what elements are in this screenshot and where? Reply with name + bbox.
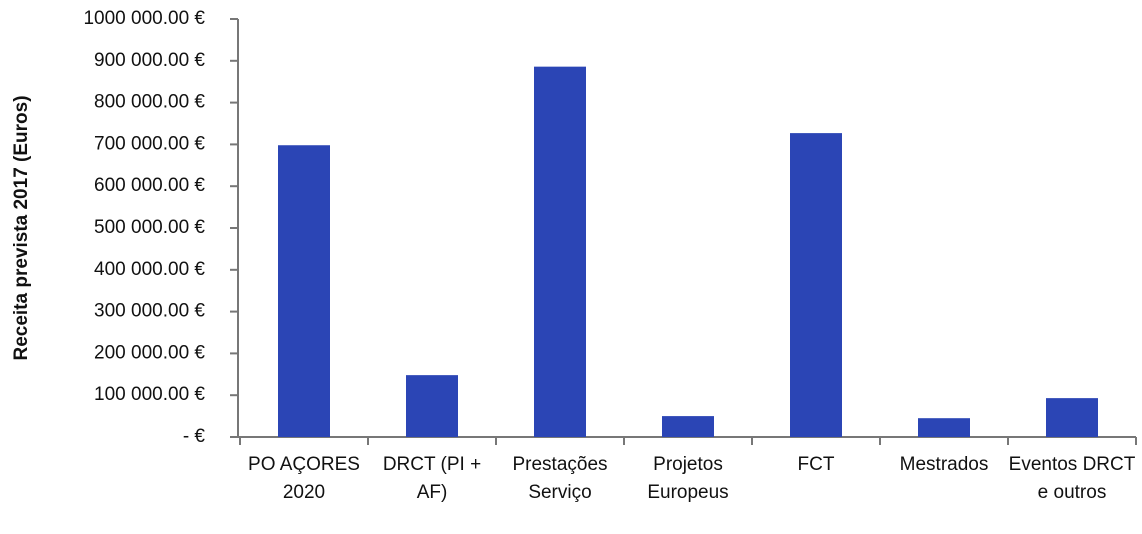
y-tick-label: 300 000.00 € [94, 301, 205, 322]
bar [1046, 398, 1098, 437]
y-tick-label: 800 000.00 € [94, 92, 205, 113]
x-tick-label: Mestrados [899, 454, 989, 475]
x-tick-label: Projetos Europeus [647, 454, 729, 503]
y-tick-label: 900 000.00 € [94, 50, 205, 71]
bar [278, 145, 330, 437]
bar [406, 375, 458, 437]
x-tick-label: PO AÇORES 2020 [248, 454, 360, 503]
bar [790, 133, 842, 437]
y-tick-label: 400 000.00 € [94, 259, 205, 280]
x-tick-label-box: FCT [797, 454, 835, 475]
x-tick-label-box: DRCT (PI + AF) [382, 454, 482, 503]
y-tick-label: 200 000.00 € [94, 342, 205, 363]
x-tick-label: FCT [797, 454, 835, 475]
y-tick-label: 100 000.00 € [94, 384, 205, 405]
y-tick-label: 500 000.00 € [94, 217, 205, 238]
y-tick-label: 600 000.00 € [94, 175, 205, 196]
y-tick-label: - € [183, 426, 206, 447]
bar [534, 66, 586, 437]
x-tick-label: Prestações Serviço [512, 454, 608, 503]
x-tick-label-box: Projetos Europeus [647, 454, 729, 503]
bar [918, 418, 970, 437]
x-tick-label-box: Eventos DRCT e outros [1008, 454, 1136, 503]
x-tick-label: DRCT (PI + AF) [382, 454, 482, 503]
bar [662, 416, 714, 437]
y-tick-label: 1000 000.00 € [83, 8, 205, 29]
x-tick-label: Eventos DRCT e outros [1008, 454, 1136, 503]
y-tick-label: 700 000.00 € [94, 133, 205, 154]
x-tick-label-box: Mestrados [899, 454, 989, 475]
x-tick-label-box: Prestações Serviço [512, 454, 608, 503]
x-tick-label-box: PO AÇORES 2020 [248, 454, 360, 503]
y-axis-title: Receita prevista 2017 (Euros) [11, 95, 32, 360]
